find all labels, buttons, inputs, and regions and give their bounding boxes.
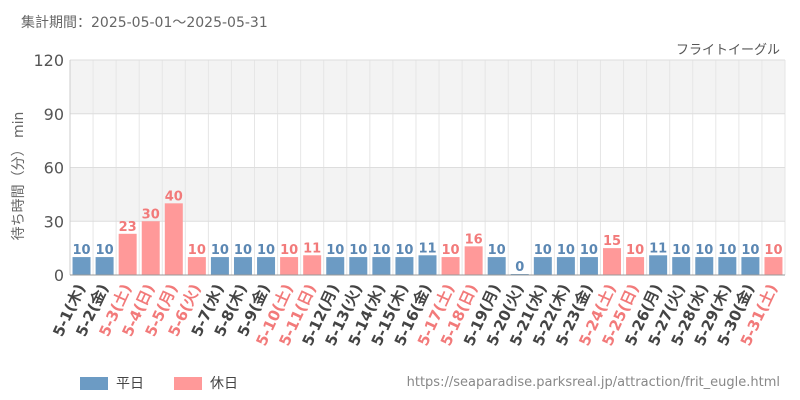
value-label: 40 xyxy=(165,189,183,204)
value-label: 23 xyxy=(119,220,137,235)
bar xyxy=(395,257,414,275)
x-axis-labels: 5-1(木)5-2(金)5-3(土)5-4(日)5-5(月)5-6(火)5-7(… xyxy=(49,281,781,349)
value-label: 10 xyxy=(96,243,114,258)
y-tick-label: 60 xyxy=(44,159,64,178)
value-label: 11 xyxy=(649,241,667,256)
value-label: 11 xyxy=(418,241,436,256)
bar xyxy=(533,257,552,275)
value-label: 0 xyxy=(515,260,524,275)
legend: 平日 休日 xyxy=(80,373,238,393)
value-label: 10 xyxy=(534,243,552,258)
bar xyxy=(626,257,645,275)
background-band xyxy=(70,60,785,114)
value-label: 10 xyxy=(349,243,367,258)
value-label: 10 xyxy=(741,243,759,258)
background-band xyxy=(70,113,785,168)
legend-label-holiday: 休日 xyxy=(210,376,238,392)
value-label: 10 xyxy=(372,243,390,258)
bar xyxy=(280,257,299,275)
bar xyxy=(556,257,575,275)
bar xyxy=(741,257,760,275)
y-tick-label: 0 xyxy=(54,266,64,285)
value-label: 10 xyxy=(211,243,229,258)
bar xyxy=(487,257,506,275)
value-label: 10 xyxy=(257,243,275,258)
bar xyxy=(118,233,137,275)
y-tick-label: 90 xyxy=(44,105,64,124)
legend-item-weekday: 平日 xyxy=(80,373,144,393)
value-label: 10 xyxy=(695,243,713,258)
bar xyxy=(349,257,368,275)
bar xyxy=(579,257,598,275)
value-label: 10 xyxy=(72,243,90,258)
value-label: 10 xyxy=(557,243,575,258)
legend-item-holiday: 休日 xyxy=(174,373,238,393)
bar xyxy=(464,246,483,275)
bar xyxy=(418,255,437,275)
y-axis-ticks: 0 30 60 90 120 xyxy=(33,51,64,285)
value-label: 10 xyxy=(326,243,344,258)
bar xyxy=(372,257,391,275)
grid-lines xyxy=(69,59,786,276)
bar xyxy=(233,257,252,275)
source-url: https://seaparadise.parksreal.jp/attract… xyxy=(406,375,780,390)
bar xyxy=(672,257,691,275)
bars xyxy=(72,203,783,275)
y-tick-label: 120 xyxy=(33,51,64,70)
bar xyxy=(95,257,114,275)
value-label: 10 xyxy=(718,243,736,258)
value-label: 30 xyxy=(142,207,160,222)
bar xyxy=(164,203,183,275)
value-label: 10 xyxy=(626,243,644,258)
bar xyxy=(210,257,229,275)
background-band xyxy=(70,167,785,222)
value-label: 10 xyxy=(764,243,782,258)
y-axis-label: 待ち時間（分） min xyxy=(11,112,27,241)
bar xyxy=(764,257,783,275)
value-label: 10 xyxy=(395,243,413,258)
bar xyxy=(257,257,276,275)
value-label: 10 xyxy=(442,243,460,258)
attraction-name: フライトイーグル xyxy=(675,43,780,58)
value-label: 10 xyxy=(488,243,506,258)
bar xyxy=(718,257,737,275)
bar xyxy=(303,255,322,275)
bar xyxy=(695,257,714,275)
bar xyxy=(441,257,460,275)
value-label: 11 xyxy=(303,241,321,256)
value-label: 10 xyxy=(234,243,252,258)
bar xyxy=(326,257,345,275)
legend-label-weekday: 平日 xyxy=(116,376,144,392)
value-label: 10 xyxy=(672,243,690,258)
legend-swatch-weekday xyxy=(80,376,108,390)
bar xyxy=(141,221,160,275)
value-label: 10 xyxy=(188,243,206,258)
period-label: 集計期間：2025-05-01～2025-05-31 xyxy=(21,15,268,31)
bar xyxy=(72,257,91,275)
legend-swatch-holiday xyxy=(174,376,202,390)
bar xyxy=(649,255,668,275)
value-label: 10 xyxy=(580,243,598,258)
bar xyxy=(187,257,206,275)
bar xyxy=(603,248,622,275)
y-tick-label: 30 xyxy=(44,212,64,231)
value-label: 10 xyxy=(280,243,298,258)
value-label: 16 xyxy=(465,232,483,247)
value-label: 15 xyxy=(603,234,621,249)
